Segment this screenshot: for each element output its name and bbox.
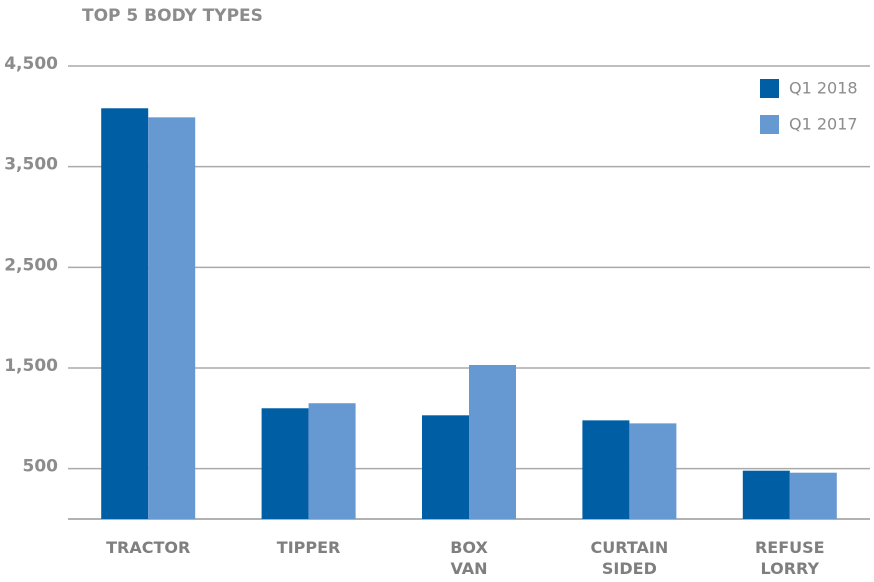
y-tick-label: 4,500 (4, 54, 58, 74)
bar (582, 420, 630, 519)
chart-title: TOP 5 BODY TYPES (82, 6, 263, 26)
x-tick-label: CURTAIN SIDED (590, 538, 669, 578)
legend-label: Q1 2018 (789, 79, 858, 98)
x-tick-label: TRACTOR (106, 538, 191, 557)
bar (308, 403, 356, 519)
x-tick-label: REFUSE LORRY (754, 538, 825, 578)
bar (469, 364, 516, 519)
bar (148, 117, 196, 519)
x-tick-label: TIPPER (276, 538, 341, 557)
y-tick-label: 2,500 (4, 255, 58, 275)
y-tick-label: 3,500 (4, 155, 58, 175)
bar (789, 472, 837, 519)
bar (101, 108, 149, 519)
bar (422, 415, 469, 519)
bar (742, 470, 790, 519)
x-tick-label: BOX VAN (450, 538, 488, 578)
legend-swatch (760, 115, 779, 134)
bar (261, 408, 309, 519)
legend-label: Q1 2017 (789, 115, 858, 134)
bar (629, 423, 677, 519)
legend-swatch (760, 79, 779, 98)
y-tick-label: 500 (23, 457, 59, 477)
y-tick-label: 1,500 (4, 356, 58, 376)
